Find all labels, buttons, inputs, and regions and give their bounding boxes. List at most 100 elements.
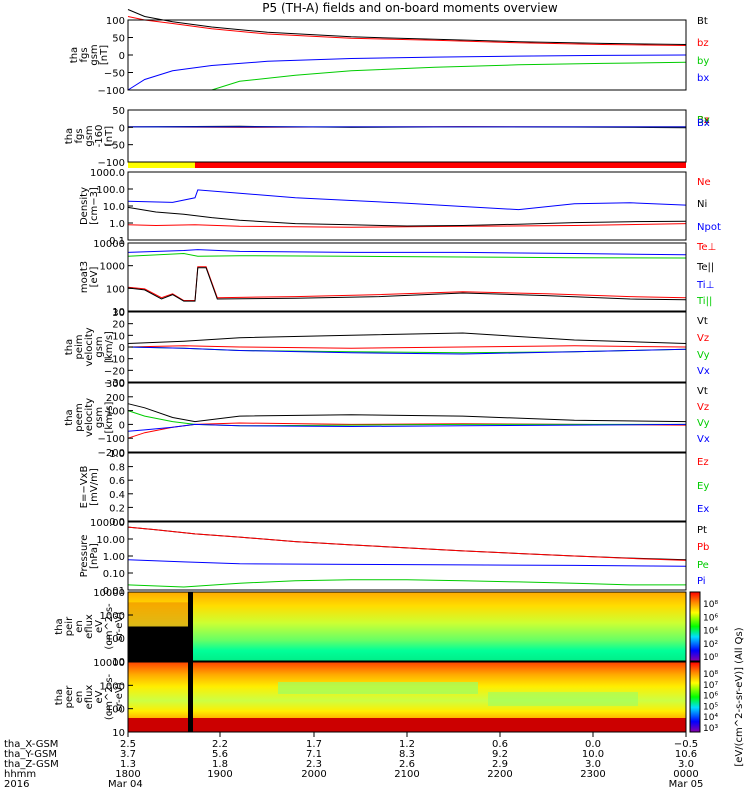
y-tick-label-1-2: −50 [104,141,125,152]
series-line-0-0 [127,9,687,45]
y-tick-label-3-1: 1000 [100,262,125,273]
y-tick-label-7-0: 100.00 [90,518,125,529]
y-tick-label-9-1: 1000 [100,681,125,692]
y-axis-label-8-3: eflux [84,614,95,639]
y-tick-label-0-3: −50 [104,69,125,80]
panel-frame-2 [127,171,687,241]
axis-value-2-5: 3.0 [585,759,601,770]
spectrogram-data-gap [188,662,193,732]
legend-6-0: Ez [697,457,709,468]
legend-4-2: Vy [697,350,710,361]
panel-8: 10000 1000 100 10 tha peir en eflux eV (cm^2-s-sr… [54,588,718,668]
mode-bar-1 [194,162,686,168]
panel-frame-4 [127,311,687,383]
spectrogram-low-energy-band [128,718,686,732]
legend-4-3: Vx [697,366,710,377]
legend-7-2: Pe [697,560,709,571]
legend-7-0: Pt [697,525,707,536]
axis-value-1-1: 5.6 [212,749,228,760]
colorbar-8 [689,591,701,662]
axis-value-1-2: 7.1 [306,749,322,760]
y-tick-label-1-1: 0 [119,123,125,134]
axis-value-2-1: 1.8 [212,759,228,770]
legend-4-0: Vt [697,316,708,327]
y-axis-label-2-1: [cm−3] [89,187,100,225]
colorbar-tick-9-5: 10³ [703,724,718,734]
y-axis-label-8-6: sr-eV) [114,612,125,641]
y-tick-label-1-3: −100 [98,158,125,169]
y-axis-label-3-1: [eV] [89,267,100,288]
y-tick-label-5-4: −100 [98,434,125,445]
legend-0-3: bx [697,73,709,84]
y-axis-label-9-1: peer [64,685,75,709]
y-axis-label-0-2: gsm [89,44,100,65]
panel-3: 10000 1000 100 10 moat3 [eV] Te⊥ Te|| Ti⊥ Ti|| [79,239,716,318]
legend-2-0: Ne [697,177,711,188]
legend-0-0: Bt [697,16,708,27]
y-tick-label-0-0: 100 [106,16,125,27]
y-axis-label-9-5: (cm^2-s- [104,673,115,720]
legend-0-2: by [697,56,709,67]
axis-value-1-4: 9.2 [492,749,508,760]
series-line-7-0 [127,526,687,561]
series-line-0-2 [211,61,687,91]
axis-value-1-5: 10.0 [582,749,604,760]
axis-year: 2016 [4,779,29,790]
y-tick-label-9-2: 100 [106,705,125,716]
y-tick-label-4-0: 30 [112,308,125,319]
legend-2-2: Npot [697,222,721,233]
y-tick-label-2-4: 0.1 [109,236,125,247]
y-axis-label-1-2: gsm [84,125,95,146]
y-tick-label-2-2: 10.0 [103,202,125,213]
colorbar-tick-9-3: 10⁵ [703,702,718,712]
series-line-2-1 [127,206,687,227]
spectrogram-gap-region [128,626,188,661]
y-tick-label-7-1: 10.00 [96,535,125,546]
y-tick-label-6-0: 1.0 [109,449,125,460]
axis-value-0-2: 1.7 [306,739,322,750]
panel-7: 100.00 10.00 1.00 0.10 0.01 Pressure [nPa] Pt Pb… [79,518,709,597]
axis-value-0-5: 0.0 [585,739,601,750]
mode-bar-0 [128,162,195,168]
legend-3-1: Te|| [696,262,714,273]
y-axis-label-8-4: eV [94,620,105,633]
panel-frame-1 [127,109,687,163]
panel-2: 1000.0 100.0 10.0 1.0 0.1 Density [cm−3] Ne Ni Np… [79,168,721,247]
legend-5-1: Vz [697,402,709,413]
panel-9: 10000 1000 100 10 tha peer en eflux eV (cm^2-s-sr… [54,658,718,739]
legend-3-3: Ti|| [696,296,712,307]
colorbar-tick-9-0: 10⁸ [703,670,718,680]
y-axis-label-7-0: Pressure [79,535,90,578]
axis-row-label-2: tha_Z-GSM [4,759,59,770]
series-line-2-2 [127,189,687,211]
axis-value-2-3: 2.6 [399,759,415,770]
series-line-0-1 [127,16,687,46]
series-line-7-3 [127,559,687,567]
y-axis-label-9-3: eflux [84,685,95,710]
axis-value-2-6: 3.0 [678,759,694,770]
legend-1-3: Bx [697,118,710,129]
y-tick-label-5-1: 200 [106,393,125,404]
axis-value-1-3: 8.3 [399,749,415,760]
axis-value-2-0: 1.3 [120,759,136,770]
legend-5-2: Vy [697,418,710,429]
panel-0: 100 50 0 −50 −100 tha fgs gsm [nT] Bt bz by bx [69,9,709,97]
axis-value-1-6: 10.6 [675,749,697,760]
y-tick-label-6-2: 0.6 [109,476,125,487]
y-tick-label-3-2: 100 [106,284,125,295]
y-axis-label-1-4: [nT] [104,126,115,146]
axis-value-3-5: 2300 [580,769,605,780]
y-axis-label-5-3: gsm [94,407,105,428]
axis-value-3-1: 1900 [207,769,232,780]
y-tick-label-5-3: 0 [119,420,125,431]
y-axis-label-9-0: tha [54,689,65,705]
panel-frame-8 [127,591,687,662]
legend-5-0: Vt [697,386,708,397]
y-axis-label-4-1: peim [74,334,85,359]
axis-value-3-3: 2100 [394,769,419,780]
y-axis-label-4-0: tha [64,339,75,355]
y-tick-label-3-0: 10000 [93,239,125,250]
colorbar-tick-8-3: 10² [703,640,718,650]
y-tick-label-6-3: 0.4 [109,490,125,501]
